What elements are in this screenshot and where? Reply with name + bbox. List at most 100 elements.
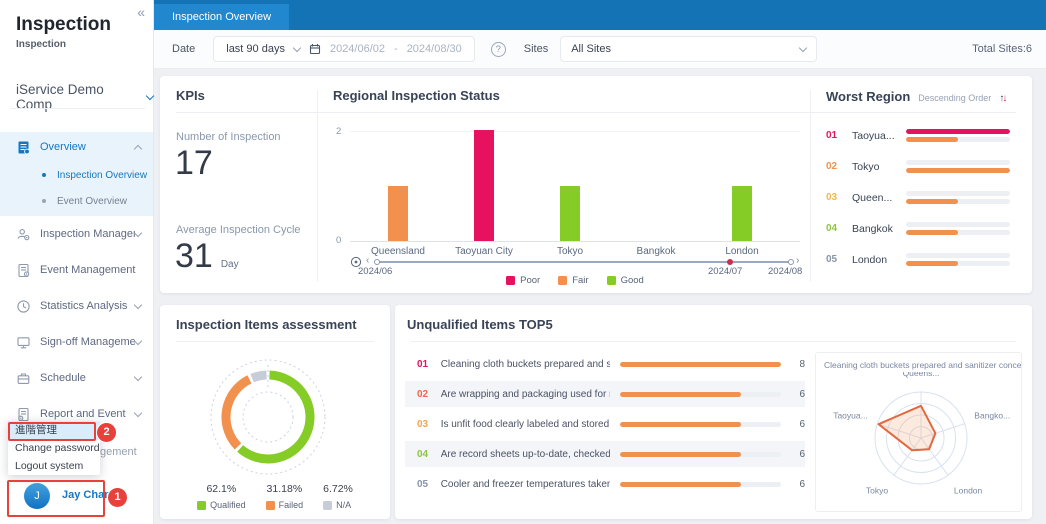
slider-right-arrow[interactable]: ›: [796, 255, 800, 266]
region-bars: [906, 160, 1010, 173]
chevron-down-icon: [133, 336, 143, 345]
sidebar-item-sign-off-management[interactable]: Sign-off Management: [0, 324, 153, 360]
chevron-down-icon: [133, 228, 143, 237]
regional-status-chart: Queensland Taoyuan City Tokyo Bangkok London: [350, 130, 800, 257]
sidebar-item-label: Statistics Analysis: [40, 300, 128, 312]
sidebar-item-inspection-management[interactable]: Inspection Management: [0, 216, 153, 252]
donut-stat: 6.72% N/A: [323, 483, 353, 510]
sidebar-item-partial-label: gement: [100, 446, 137, 458]
legend-item-fair[interactable]: Fair: [558, 275, 589, 286]
divider: [176, 112, 1016, 113]
context-menu-item[interactable]: Logout system: [15, 459, 84, 472]
date-from-input[interactable]: 2024/06/02: [329, 43, 386, 55]
sites-label: Sites: [523, 43, 549, 55]
donut-stat: 31.18% Failed: [265, 483, 304, 510]
legend-label: Failed: [278, 500, 304, 510]
gridline: [350, 131, 800, 132]
tab-inspection-overview[interactable]: Inspection Overview: [154, 4, 290, 30]
legend-label: N/A: [336, 500, 352, 510]
region-bars: [906, 191, 1010, 204]
sidebar-item-statistics-analysis[interactable]: Statistics Analysis: [0, 288, 153, 324]
sidebar-menu: Overview Inspection Overview Event Overvie…: [0, 132, 153, 432]
sidebar-subitem-label: Inspection Overview: [57, 169, 148, 181]
slider-start-handle[interactable]: [374, 258, 380, 265]
legend-item-qualified[interactable]: Qualified: [197, 500, 246, 510]
slider-track[interactable]: [375, 261, 792, 263]
legend-item-failed[interactable]: Failed: [265, 500, 304, 510]
sidebar-subitem-event-overview[interactable]: Event Overview: [0, 188, 153, 214]
rank-number: 05: [826, 254, 838, 265]
rank-number: 04: [826, 223, 838, 234]
legend-item-na[interactable]: N/A: [323, 500, 353, 510]
overview-top-card: KPIs Regional Inspection Status Worst Re…: [160, 76, 1032, 293]
date-to-input[interactable]: 2024/08/30: [406, 43, 462, 55]
slider-left-arrow[interactable]: ‹: [366, 255, 370, 266]
y-axis-tick: 2: [336, 126, 342, 137]
rank-number: 03: [826, 192, 838, 203]
bar-track: [906, 253, 1010, 258]
date-separator: -: [394, 43, 398, 55]
region-bars: [906, 222, 1010, 235]
inspection-management-icon: [16, 227, 31, 242]
rank-number: 03: [417, 418, 429, 430]
chevron-down-icon: [798, 43, 808, 52]
slice-percentage: 31.18%: [266, 483, 303, 495]
sidebar-subitem-inspection-overview[interactable]: Inspection Overview: [0, 162, 153, 188]
report-icon: [16, 407, 31, 422]
item-count: 6: [799, 448, 805, 460]
legend-item-poor[interactable]: Poor: [506, 275, 540, 286]
sidebar-collapse-icon[interactable]: «: [137, 4, 145, 20]
sidebar-item-event-management[interactable]: Event Management: [0, 252, 153, 288]
legend-label: Good: [620, 275, 644, 286]
bar-fill: [620, 421, 742, 427]
divider: [317, 90, 318, 281]
unqualified-item-row: 02 Are wrapping and packaging used for re…: [405, 381, 805, 407]
sidebar-item-overview[interactable]: Overview: [0, 132, 153, 162]
sidebar: « Inspection Inspection iService Demo Co…: [0, 0, 155, 524]
legend-label: Qualified: [210, 500, 246, 510]
date-label: Date: [172, 43, 196, 55]
radar-axis-label: Bangko...: [974, 411, 1010, 421]
item-count: 6: [799, 478, 805, 490]
statistics-analysis-icon: [16, 299, 31, 314]
divider: [176, 341, 374, 342]
bar-track: [906, 199, 1010, 204]
region-name: Tokyo: [852, 160, 880, 173]
sort-descending-icon[interactable]: ↑↓: [999, 93, 1007, 104]
kpi-label: Number of Inspection: [176, 131, 281, 143]
date-range-picker[interactable]: last 90 days 2024/06/02 - 2024/08/30: [213, 36, 475, 62]
bar-taoyuan-city: [474, 130, 494, 241]
legend-label: Poor: [520, 275, 541, 286]
chevron-up-icon: [133, 144, 143, 153]
sites-select[interactable]: All Sites: [560, 36, 818, 62]
item-description: Cooler and freezer temperatures taken an…: [440, 478, 611, 490]
bullet-icon: [42, 199, 46, 203]
sidebar-item-schedule[interactable]: Schedule: [0, 360, 153, 396]
slider-end-handle[interactable]: [788, 258, 794, 265]
zoom-reset-icon[interactable]: [350, 256, 362, 268]
x-axis-label: London: [725, 246, 759, 257]
user-profile[interactable]: J Jay Chang: [0, 478, 154, 518]
x-axis-label: Tokyo: [556, 246, 584, 257]
chevron-down-icon: [133, 300, 143, 309]
bullet-icon: [42, 173, 46, 177]
sidebar-item-label: Overview: [40, 141, 86, 153]
radar-axis-label: Queens...: [903, 372, 940, 378]
date-preset-select[interactable]: last 90 days: [226, 43, 285, 55]
chevron-down-icon: [292, 43, 302, 52]
avatar[interactable]: J: [24, 483, 50, 509]
sidebar-item-report-and-event[interactable]: Report and Event: [0, 396, 153, 432]
bar-fill: [906, 199, 958, 204]
legend-item-good[interactable]: Good: [606, 275, 644, 286]
slider-label-start: 2024/06: [358, 266, 393, 277]
items-assessment-title: Inspection Items assessment: [176, 317, 357, 332]
total-sites-count: Total Sites:6: [972, 43, 1032, 55]
legend-label: Fair: [572, 275, 589, 286]
bar-queensland: [388, 185, 408, 241]
region-name: Queen...: [852, 191, 893, 204]
regional-status-title: Regional Inspection Status: [333, 88, 500, 103]
help-icon[interactable]: ?: [490, 41, 506, 57]
context-menu-item[interactable]: Change password: [15, 442, 100, 454]
context-menu-item[interactable]: 進階管理: [8, 421, 100, 440]
sites-selected-value: All Sites: [571, 43, 611, 55]
